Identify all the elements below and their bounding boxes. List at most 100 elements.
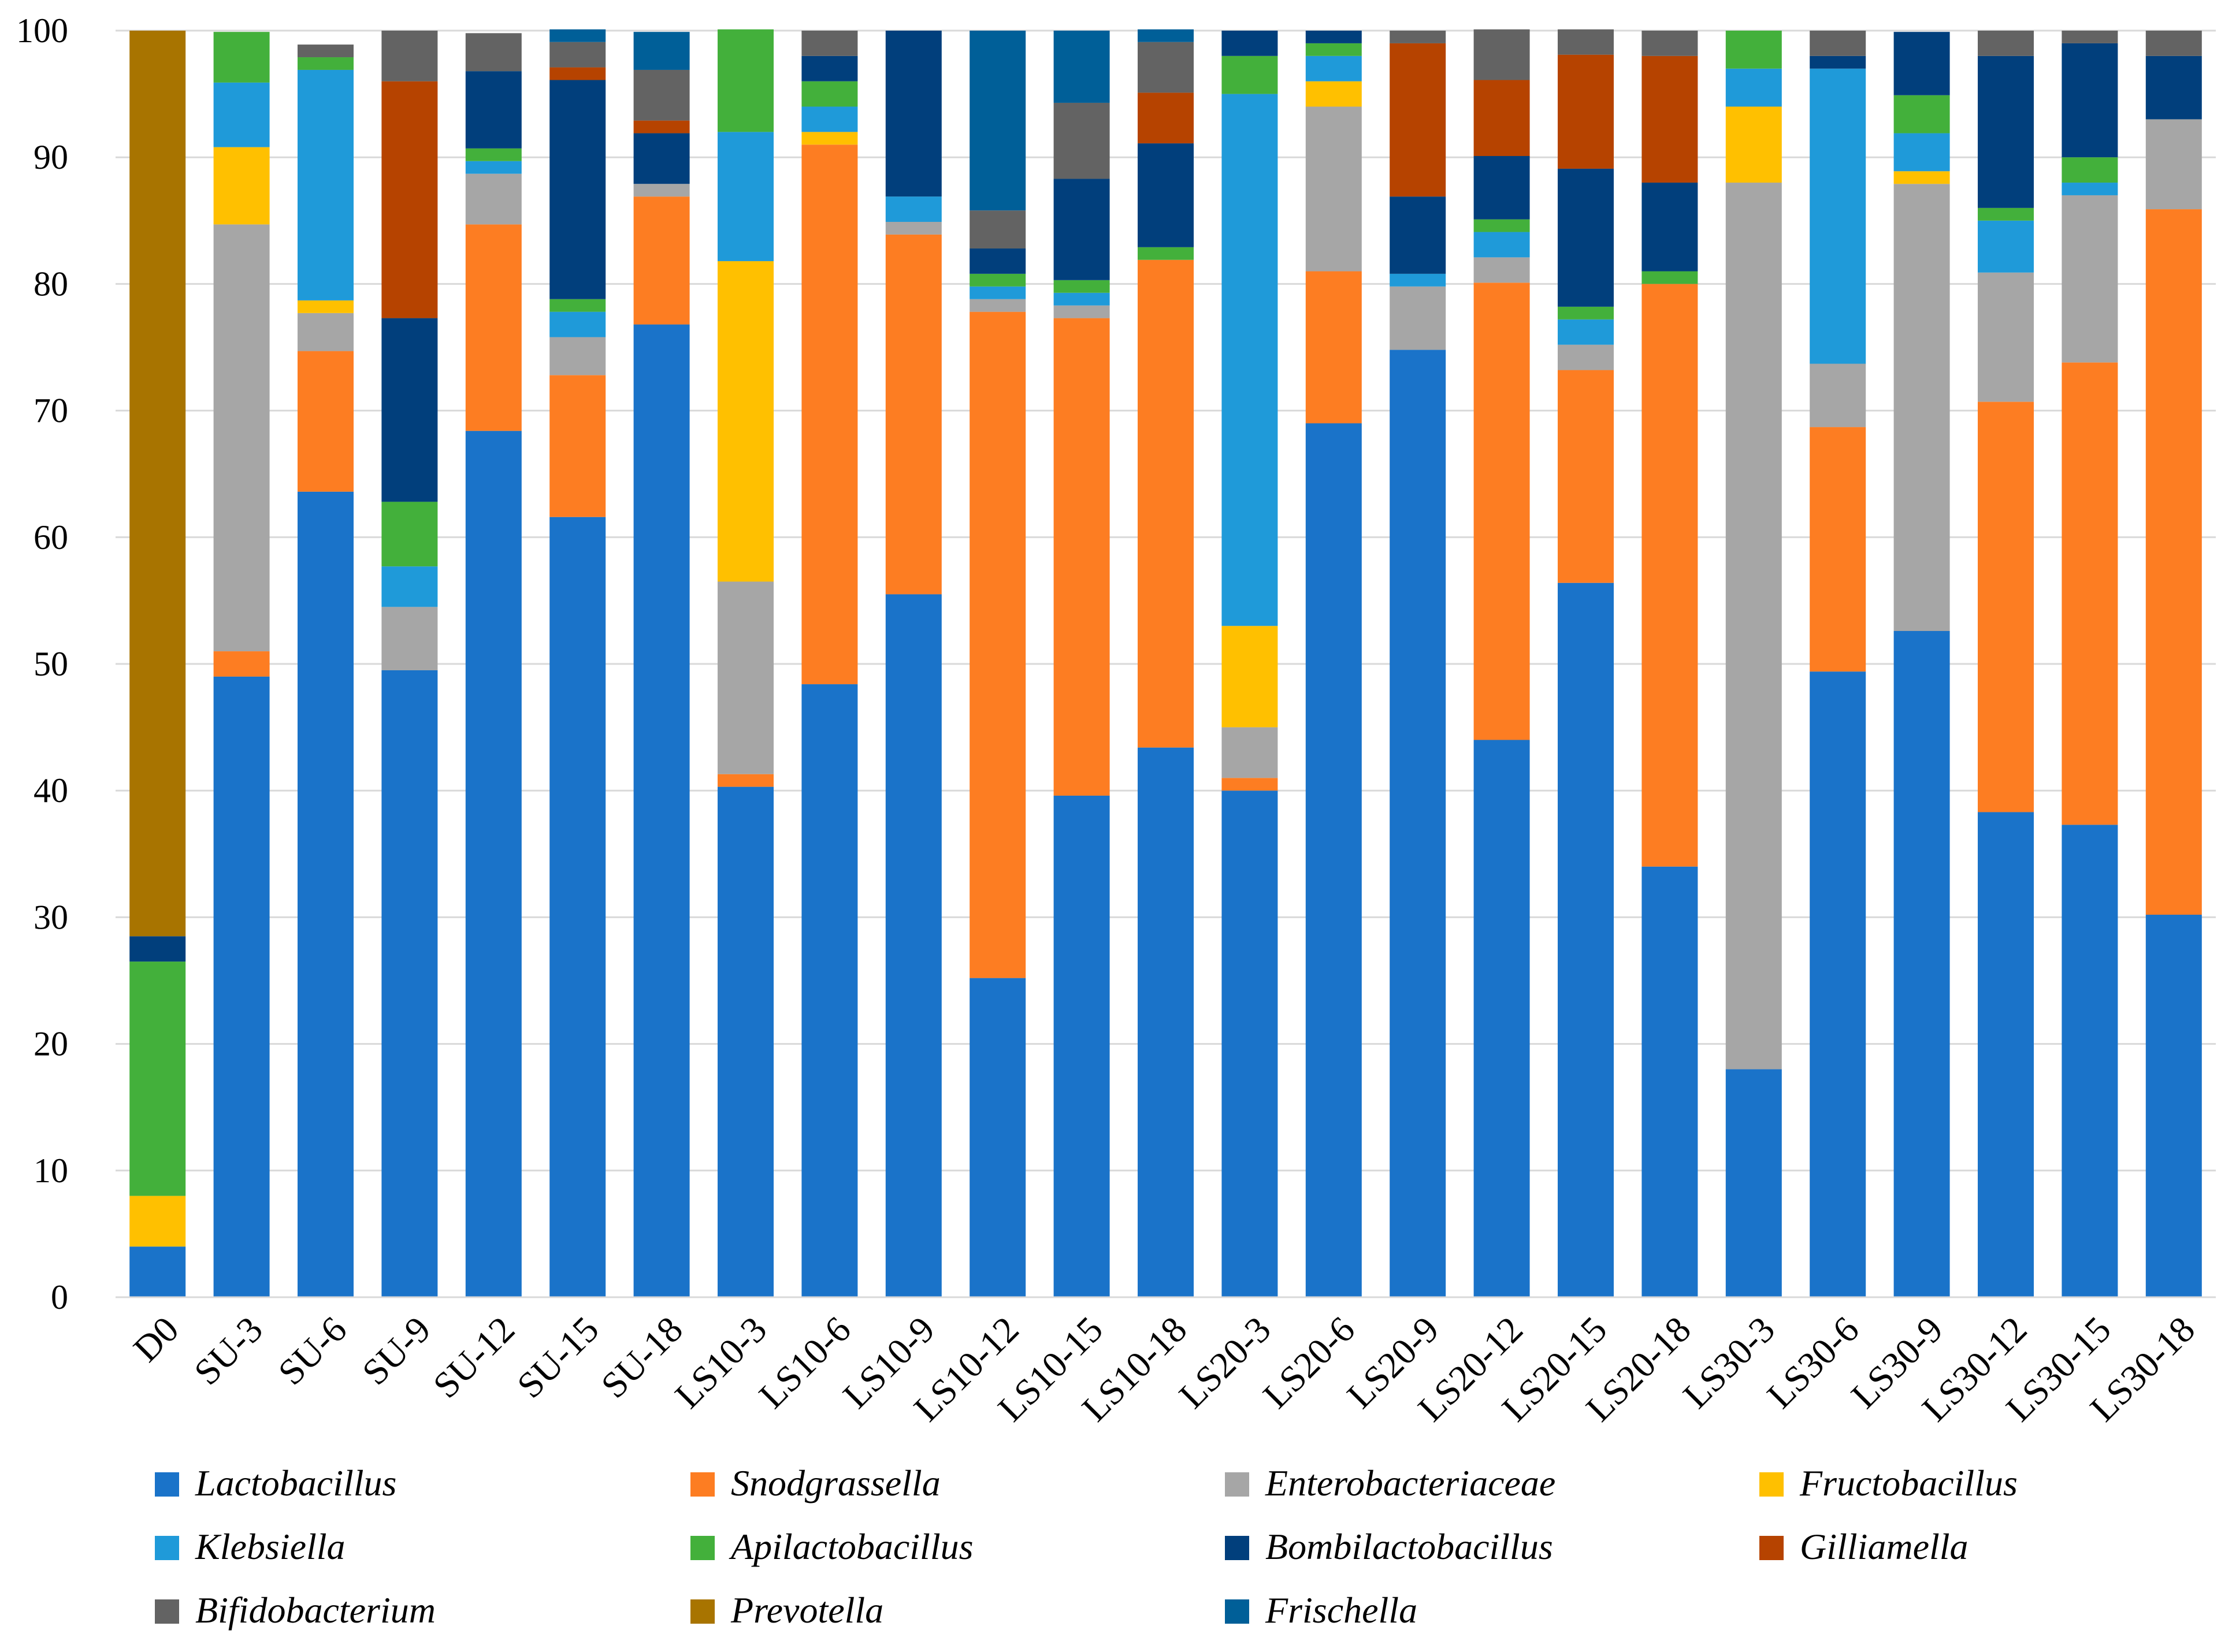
bar-segment-bombilactobacillus (1053, 179, 1110, 280)
bar-segment-bifidobacterium (970, 210, 1026, 249)
bar-segment-apilactobacillus (1893, 95, 1950, 133)
bar-segment-lactobacillus (1053, 795, 1110, 1297)
bars (129, 29, 2202, 1298)
bar-segment-klebsiella (801, 106, 858, 132)
bar-segment-snodgrassella (1473, 283, 1530, 740)
bar-segment-lactobacillus (1725, 1069, 1782, 1297)
legend-swatch (690, 1536, 715, 1560)
bar-segment-apilactobacillus (1138, 247, 1194, 260)
bar-segment-bombilactobacillus (1138, 143, 1194, 247)
bar-segment-snodgrassella (2145, 209, 2202, 915)
bar-segment-enterobacteriaceae (718, 581, 774, 774)
y-tick-label: 30 (34, 898, 68, 936)
bar-stack-su-18 (633, 32, 690, 1298)
bar-segment-bombilactobacillus (129, 936, 186, 962)
y-tick-label: 80 (34, 265, 68, 303)
bar-segment-enterobacteriaceae (970, 299, 1026, 312)
bar-segment-enterobacteriaceae (1053, 305, 1110, 318)
bar-segment-gilliamella (1641, 55, 1698, 183)
bar-segment-bifidobacterium (298, 44, 354, 58)
bar-segment-bombilactobacillus (970, 248, 1026, 274)
bar-stack-ls20-6 (1305, 31, 1362, 1297)
bar-segment-bombilactobacillus (885, 31, 942, 197)
bar-segment-klebsiella (718, 132, 774, 261)
bar-segment-enterobacteriaceae (1390, 286, 1446, 350)
y-tick-label: 50 (34, 645, 68, 683)
bar-segment-apilactobacillus (1641, 271, 1698, 284)
bar-segment-bifidobacterium (1978, 31, 2034, 56)
bar-segment-klebsiella (1390, 273, 1446, 287)
legend-label: Gilliamella (1800, 1526, 1969, 1567)
bar-stack-ls20-3 (1221, 31, 1278, 1297)
bar-segment-frischella (970, 31, 1026, 211)
bar-segment-lactobacillus (1390, 350, 1446, 1297)
bar-segment-apilactobacillus (549, 299, 606, 312)
bar-segment-lactobacillus (970, 978, 1026, 1297)
bar-segment-enterobacteriaceae (1558, 344, 1614, 370)
bar-segment-klebsiella (970, 286, 1026, 299)
bar-segment-fructobacillus (213, 147, 270, 225)
legend-item-gilliamella: Gilliamella (1759, 1526, 1969, 1567)
bar-segment-bombilactobacillus (1978, 55, 2034, 208)
bar-segment-klebsiella (381, 566, 438, 607)
bar-segment-lactobacillus (1893, 631, 1950, 1297)
legend-item-apilactobacillus: Apilactobacillus (690, 1526, 974, 1567)
bar-segment-bifidobacterium (633, 69, 690, 121)
bar-segment-bombilactobacillus (1305, 31, 1362, 43)
bar-segment-snodgrassella (549, 375, 606, 517)
bar-segment-bombilactobacillus (1641, 183, 1698, 272)
bar-segment-lactobacillus (549, 517, 606, 1297)
bar-segment-frischella (1138, 29, 1194, 42)
bar-stack-ls30-18 (2145, 31, 2202, 1297)
x-tick-label: SU-3 (186, 1309, 270, 1393)
bar-segment-fructobacillus (718, 261, 774, 582)
bar-segment-bombilactobacillus (2145, 55, 2202, 120)
bar-segment-apilactobacillus (213, 32, 270, 83)
bar-segment-klebsiella (549, 311, 606, 337)
bar-segment-snodgrassella (633, 196, 690, 325)
bar-segment-gilliamella (633, 120, 690, 133)
bar-segment-gilliamella (549, 67, 606, 80)
bar-segment-klebsiella (1473, 232, 1530, 258)
legend-swatch (690, 1599, 715, 1624)
legend-label: Apilactobacillus (729, 1526, 974, 1567)
bar-stack-ls30-3 (1725, 31, 1782, 1297)
bar-stack-ls10-3 (718, 29, 774, 1297)
bar-segment-apilactobacillus (1053, 280, 1110, 293)
y-tick-label: 70 (34, 392, 68, 430)
bar-segment-enterobacteriaceae (1473, 257, 1530, 283)
bar-segment-klebsiella (1893, 133, 1950, 172)
bar-segment-klebsiella (2062, 183, 2118, 195)
bar-segment-klebsiella (1221, 94, 1278, 626)
bar-stack-ls10-9 (885, 31, 942, 1297)
legend-label: Snodgrassella (731, 1462, 941, 1503)
bar-segment-enterobacteriaceae (1221, 727, 1278, 778)
bar-stack-ls30-9 (1893, 32, 1950, 1297)
bar-segment-snodgrassella (298, 351, 354, 492)
bar-segment-bombilactobacillus (1558, 168, 1614, 307)
bar-segment-bombilactobacillus (1810, 55, 1866, 69)
bar-segment-snodgrassella (1305, 271, 1362, 424)
bar-segment-fructobacillus (129, 1196, 186, 1247)
bar-segment-snodgrassella (465, 224, 522, 431)
bar-segment-lactobacillus (298, 491, 354, 1298)
bar-segment-snodgrassella (1978, 402, 2034, 812)
bar-stack-ls20-12 (1473, 29, 1530, 1297)
bar-segment-lactobacillus (718, 786, 774, 1297)
bar-segment-bifidobacterium (801, 31, 858, 56)
x-tick-label: LS10-6 (751, 1309, 859, 1416)
bar-segment-lactobacillus (1810, 671, 1866, 1297)
bar-segment-snodgrassella (1810, 427, 1866, 672)
bar-stack-su-15 (549, 29, 606, 1297)
bar-segment-bifidobacterium (1390, 31, 1446, 43)
bar-segment-klebsiella (1978, 220, 2034, 273)
legend-label: Lactobacillus (195, 1462, 396, 1503)
bar-segment-bifidobacterium (1641, 31, 1698, 56)
legend-item-enterobacteriaceae: Enterobacteriaceae (1225, 1462, 1555, 1503)
bar-segment-bombilactobacillus (1221, 31, 1278, 56)
bar-segment-enterobacteriaceae (633, 184, 690, 197)
x-tick-label: SU-6 (270, 1309, 355, 1393)
legend-item-klebsiella: Klebsiella (155, 1526, 346, 1567)
bar-segment-fructobacillus (1893, 171, 1950, 184)
